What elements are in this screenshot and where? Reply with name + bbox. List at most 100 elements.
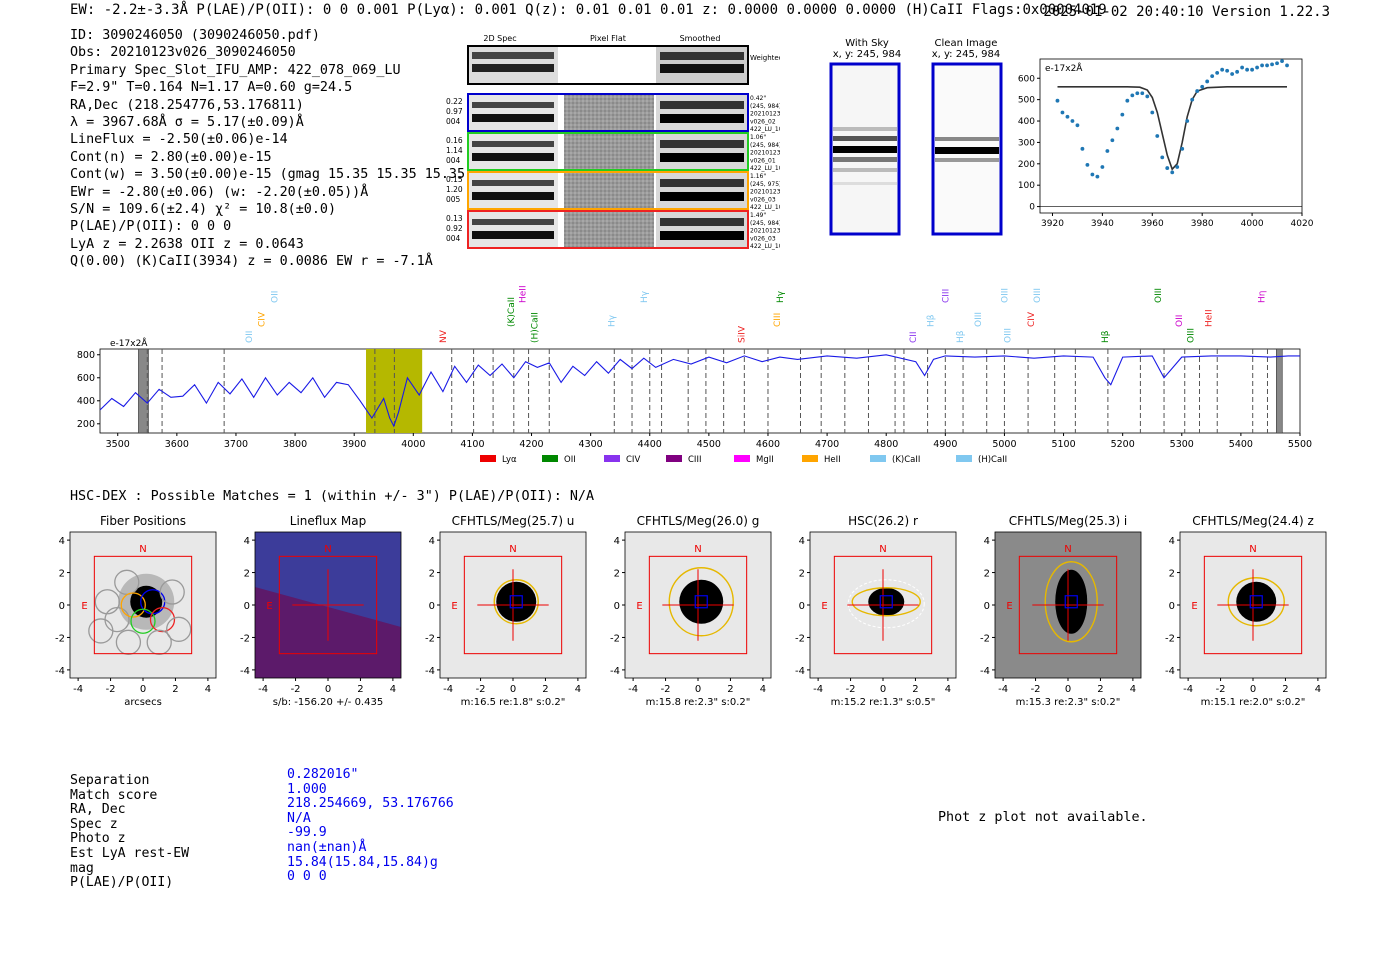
x-tick-label: -2 <box>1216 684 1226 695</box>
x-tick-label: -2 <box>1031 684 1041 695</box>
data-point <box>1225 68 1230 73</box>
data-point <box>1165 166 1170 170</box>
compass-north: N <box>694 544 701 555</box>
spec-2d-band <box>472 219 554 225</box>
data-point <box>1260 63 1264 68</box>
data-point <box>1110 138 1115 143</box>
x-tick-label: 0 <box>1250 684 1256 695</box>
cutout-row-info: 1.16" <box>750 173 766 180</box>
x-tick-label: 0 <box>510 684 516 695</box>
match-value: -99.9 <box>287 825 327 841</box>
cutout-header: Smoothed <box>680 34 721 43</box>
panel-title: HSC(26.2) r <box>848 514 918 528</box>
cutout-row-info: v026_03 <box>750 196 776 203</box>
masked-region <box>138 348 149 434</box>
x-tick-label: -4 <box>998 684 1008 695</box>
y-tick-label: 0 <box>1029 203 1035 213</box>
data-point <box>1170 170 1175 175</box>
y-tick-label: 2 <box>59 569 65 580</box>
full-spectrum-chart: 3500 3600 3700 3800 3900 4000 4100 4200 4300 4400… <box>77 285 1312 465</box>
data-point <box>1245 67 1250 72</box>
y-tick-label: 200 <box>77 419 95 430</box>
cutout-row-info: v026_02 <box>750 118 776 125</box>
emission-line-label: CIII <box>941 289 951 303</box>
y-tick-label: -2 <box>610 633 620 644</box>
x-tick-label: -2 <box>476 684 486 695</box>
panel-title: CFHTLS/Meg(26.0) g <box>637 514 760 528</box>
data-point <box>1270 62 1274 67</box>
clean-image-title: Clean Image <box>934 38 998 49</box>
info-line: EWr = -2.80(±0.06) (w: -2.20(±0.05))Å <box>70 184 369 200</box>
data-point <box>1280 59 1284 64</box>
y-tick-label: -4 <box>980 666 990 677</box>
source-core <box>1055 569 1088 634</box>
legend-label: CIII <box>688 455 701 465</box>
compass-east: E <box>1006 601 1012 612</box>
smoothed-band <box>660 192 744 201</box>
cutout-row-info: (245, 984) <box>750 103 780 110</box>
x-tick-label: 4700 <box>815 439 839 450</box>
panel-title: Fiber Positions <box>100 514 186 528</box>
compass-north: N <box>509 544 516 555</box>
panel-footer: s/b: -156.20 +/- 0.435 <box>273 697 383 708</box>
info-line: F=2.9" T=0.164 N=1.17 A=0.60 g=24.5 <box>70 80 353 96</box>
pixel-flat-cell <box>564 94 654 131</box>
data-point <box>1185 119 1190 123</box>
match-label: mag <box>70 860 94 876</box>
panel-title: CFHTLS/Meg(25.3) i <box>1009 514 1128 528</box>
cutout-row-info: 1.49" <box>750 212 766 219</box>
cutout-row-info: 20210123 <box>750 111 780 118</box>
data-point <box>1095 174 1100 179</box>
emission-line-label: OII <box>1175 315 1185 327</box>
with-sky-title: With Sky <box>845 38 889 49</box>
cutout-row-info: (245, 984) <box>750 220 780 227</box>
compass-north: N <box>879 544 886 555</box>
cutout-row-stat: 005 <box>446 195 461 204</box>
y-tick-label: 300 <box>1018 138 1035 148</box>
match-label: Spec z <box>70 816 118 832</box>
with-sky-image <box>829 62 901 236</box>
data-point <box>1265 63 1269 68</box>
data-point <box>1210 74 1215 79</box>
aperture-ellipse-dashed <box>847 579 925 629</box>
aperture-ellipse <box>851 587 921 617</box>
cutout-row-info: 20210123 <box>750 150 780 157</box>
aperture-ellipse <box>668 567 734 637</box>
fiber-circle <box>120 592 146 618</box>
panel-footer: m:15.8 re:2.3" s:0.2" <box>646 697 751 708</box>
y-tick-label: -4 <box>55 666 65 677</box>
compass-east: E <box>1191 601 1197 612</box>
clean-image <box>931 62 1003 236</box>
x-tick-label: 5000 <box>992 439 1016 450</box>
x-tick-label: 2 <box>172 684 178 695</box>
emission-line-label: Hη <box>1258 291 1268 303</box>
data-point <box>1205 79 1210 84</box>
clean-image-coords: x, y: 245, 984 <box>931 49 1001 60</box>
data-point <box>1215 71 1220 75</box>
x-tick-label: 0 <box>695 684 701 695</box>
y-tick-label: 4 <box>59 536 65 547</box>
cutout-row-info: 422_LU_108 <box>750 204 780 211</box>
y-tick-label: 200 <box>1018 160 1035 170</box>
legend-label: (H)CaII <box>978 455 1007 465</box>
spec-2d-band <box>472 192 554 200</box>
cutout-row-info: (245, 984) <box>750 142 780 149</box>
data-point <box>1150 110 1155 115</box>
x-tick-label: 0 <box>140 684 146 695</box>
x-tick-label: -4 <box>628 684 638 695</box>
emission-line-label: OII <box>245 331 255 343</box>
plot-frame <box>1039 58 1303 214</box>
header-summary: EW: -2.2±-3.3Å P(LAE)/P(OII): 0 0 0.001 … <box>70 2 1107 18</box>
y-tick-label: 2 <box>429 569 435 580</box>
source-core <box>496 581 537 622</box>
x-tick-label: 4600 <box>756 439 780 450</box>
match-value: 1.000 <box>287 781 327 797</box>
info-line: LineFlux = -2.50(±0.06)e-14 <box>70 132 288 148</box>
x-tick-label: 2 <box>542 684 548 695</box>
x-tick-label: 4100 <box>460 439 484 450</box>
x-tick-label: 3940 <box>1091 219 1114 229</box>
emission-line-label: CIV <box>257 311 267 327</box>
fiber-circle <box>130 608 156 634</box>
match-value: nan(±nan)Å <box>287 839 367 855</box>
smoothed-band <box>660 140 744 148</box>
